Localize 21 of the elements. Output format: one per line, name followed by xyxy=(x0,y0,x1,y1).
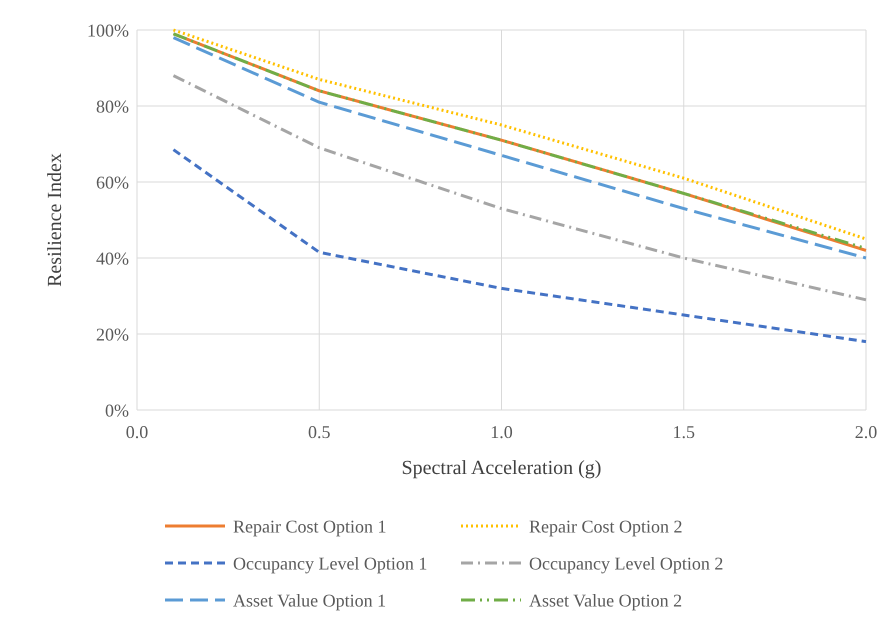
x-axis-title: Spectral Acceleration (g) xyxy=(402,457,602,479)
y-tick-label: 40% xyxy=(96,248,129,268)
legend-label: Asset Value Option 1 xyxy=(233,590,386,610)
y-axis-title: Resilience Index xyxy=(44,153,66,287)
y-tick-label: 60% xyxy=(96,172,129,192)
x-tick-label: 1.0 xyxy=(490,422,513,442)
x-tick-label: 2.0 xyxy=(854,422,878,442)
y-tick-label: 100% xyxy=(87,20,129,40)
legend-label: Repair Cost Option 1 xyxy=(233,516,386,536)
x-tick-label: 1.5 xyxy=(672,422,695,442)
legend-label: Occupancy Level Option 1 xyxy=(233,553,428,574)
legend-label: Occupancy Level Option 2 xyxy=(529,553,724,574)
line-series xyxy=(172,74,868,302)
legend-label: Repair Cost Option 2 xyxy=(529,516,682,536)
y-tick-label: 0% xyxy=(105,400,129,420)
y-tick-label: 80% xyxy=(96,96,129,116)
legend-label: Asset Value Option 2 xyxy=(529,590,682,610)
y-tick-label: 20% xyxy=(96,324,129,344)
x-tick-label: 0.5 xyxy=(308,422,330,442)
line-series xyxy=(172,148,868,344)
x-tick-label: 0.0 xyxy=(126,422,148,442)
